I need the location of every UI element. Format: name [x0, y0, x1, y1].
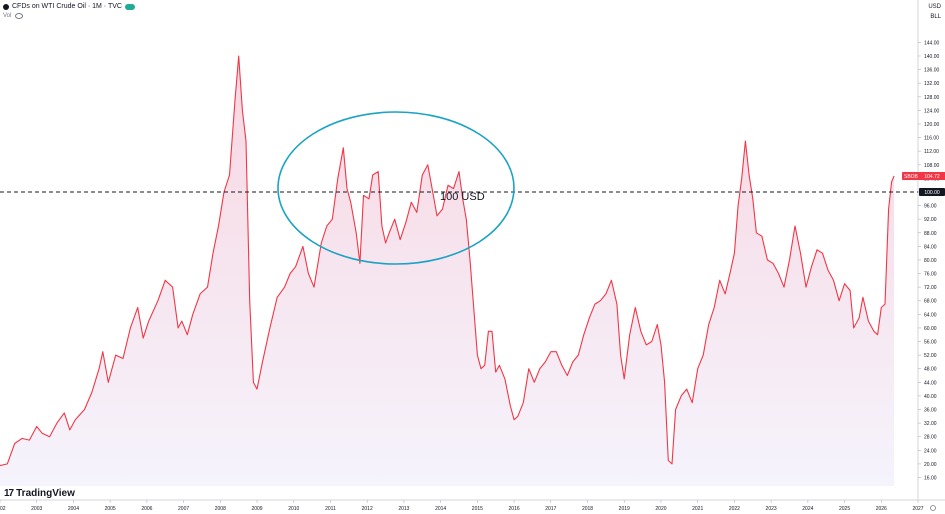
price-tag-symbol-text: SBOB: [904, 174, 919, 180]
symbol-icon: [3, 3, 9, 10]
x-tick-label: 2014: [435, 506, 446, 512]
volume-label: Vol: [3, 13, 12, 19]
y-tick-label: 52.00: [924, 353, 937, 359]
x-tick-label: 2006: [141, 506, 152, 512]
y-tick-label: 24.00: [924, 448, 937, 454]
y-tick-label: 132.00: [924, 81, 940, 87]
price-line[interactable]: [0, 55, 895, 467]
tradingview-mark-icon: 17: [4, 488, 14, 499]
y-tick-label: 128.00: [924, 95, 940, 101]
y-tick-label: 68.00: [924, 299, 937, 305]
y-tick-label: 28.00: [924, 435, 937, 441]
x-tick-label: 2002: [0, 506, 6, 512]
price-tag-level: 100.00: [919, 187, 945, 196]
tradingview-logo[interactable]: 17 TradingView: [4, 488, 75, 499]
y-tick-label: 76.00: [924, 272, 937, 278]
x-tick-label: 2020: [655, 506, 666, 512]
x-tick-label: 2027: [912, 506, 923, 512]
x-tick-label: 2016: [509, 506, 520, 512]
y-tick-label: 92.00: [924, 217, 937, 223]
chart-title: CFDs on WTI Crude Oil · 1M · TVC: [12, 3, 122, 10]
x-axis[interactable]: 2002 2003 2004 2005 2006 2007 2008 2009 2010 2011…: [0, 499, 945, 512]
x-tick-label: 2022: [729, 506, 740, 512]
y-tick-label: 144.00: [924, 40, 940, 46]
x-tick-label: 2011: [325, 506, 336, 512]
highlight-ellipse[interactable]: [277, 111, 515, 265]
y-tick-label: 36.00: [924, 408, 937, 414]
y-tick-label: 80.00: [924, 258, 937, 264]
y-tick-label: 120.00: [924, 122, 940, 128]
x-tick-label: 2019: [619, 506, 630, 512]
x-tick-label: 2021: [692, 506, 703, 512]
scale-label[interactable]: BLL: [930, 14, 941, 20]
y-tick-label: 40.00: [924, 394, 937, 400]
x-tick-label: 2026: [876, 506, 887, 512]
price-tag-level-text: 100.00: [924, 190, 940, 196]
x-tick-label: 2010: [288, 506, 299, 512]
y-tick-label: 64.00: [924, 312, 937, 318]
volume-legend[interactable]: Vol: [3, 13, 24, 19]
x-tick-label: 2012: [362, 506, 373, 512]
y-tick-label: 88.00: [924, 231, 937, 237]
y-tick-label: 84.00: [924, 244, 937, 250]
x-tick-label: 2024: [802, 506, 813, 512]
y-tick-label: 108.00: [924, 163, 940, 169]
overlay: 100.00 SBOB 104.72 100 USD: [0, 111, 945, 265]
x-tick-label: 2018: [582, 506, 593, 512]
x-tick-label: 2008: [215, 506, 226, 512]
tradingview-logo-text: TradingView: [16, 488, 75, 499]
eye-icon[interactable]: [15, 13, 24, 19]
y-tick-label: 136.00: [924, 68, 940, 74]
x-tick-label: 2017: [545, 506, 556, 512]
price-area-fill: [0, 56, 895, 486]
x-tick-label: 2003: [31, 506, 42, 512]
price-tag-current-bg: [902, 171, 945, 180]
y-tick-label: 116.00: [924, 136, 939, 142]
chart-legend[interactable]: CFDs on WTI Crude Oil · 1M · TVC: [3, 3, 135, 10]
price-tag-level-bg: [919, 187, 945, 196]
y-tick-label: 48.00: [924, 367, 937, 373]
y-tick-label: 32.00: [924, 421, 937, 427]
plot-area: [0, 55, 895, 486]
x-tick-label: 2015: [472, 506, 483, 512]
y-axis[interactable]: 16.00 20.00 24.00 28.00 32.00 36.00 40.00 44.00…: [917, 0, 940, 500]
live-status-icon: [124, 3, 135, 10]
settings-gear-icon[interactable]: [930, 505, 936, 511]
x-tick-label: 2009: [251, 506, 262, 512]
y-tick-label: 140.00: [924, 54, 940, 60]
price-tag-current-text: 104.72: [924, 174, 940, 180]
gear-ring: [930, 505, 936, 511]
y-tick-label: 124.00: [924, 108, 940, 114]
x-tick-label: 2013: [398, 506, 409, 512]
currency-label[interactable]: USD: [928, 4, 941, 10]
y-tick-label: 56.00: [924, 340, 937, 346]
y-tick-label: 20.00: [924, 462, 937, 468]
y-tick-label: 112.00: [924, 149, 939, 155]
y-tick-label: 60.00: [924, 326, 937, 332]
x-tick-label: 2005: [105, 506, 116, 512]
price-tag-current: SBOB 104.72: [902, 171, 945, 180]
x-tick-label: 2004: [68, 506, 79, 512]
y-tick-label: 44.00: [924, 380, 937, 386]
x-tick-label: 2023: [766, 506, 777, 512]
y-tick-label: 72.00: [924, 285, 937, 291]
x-tick-label: 2025: [839, 506, 850, 512]
x-tick-label: 2007: [178, 506, 189, 512]
annotation-text[interactable]: 100 USD: [440, 191, 485, 203]
y-tick-label: 96.00: [924, 204, 937, 210]
y-tick-label: 16.00: [924, 476, 937, 482]
